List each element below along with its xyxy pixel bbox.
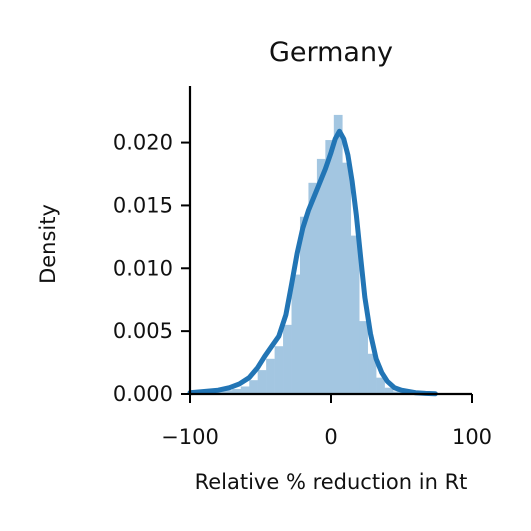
x-tick-label: 0	[324, 425, 337, 449]
histogram-bar	[274, 346, 284, 394]
histogram-bar	[223, 390, 233, 394]
y-tick-label: 0.000	[113, 382, 173, 406]
y-tick-label: 0.010	[113, 256, 173, 280]
histogram-bar	[283, 324, 292, 394]
x-axis-label: Relative % reduction in Rt	[195, 470, 468, 494]
y-tick-label: 0.015	[113, 193, 173, 217]
histogram-bar	[291, 274, 301, 394]
y-tick-label: 0.005	[113, 319, 173, 343]
x-axis-ticks: −100 0 100	[161, 394, 492, 449]
histogram-bars	[190, 114, 436, 394]
histogram-bar	[342, 162, 352, 394]
histogram-bar	[376, 377, 385, 394]
histogram-bar	[384, 387, 394, 394]
chart-title: Germany	[269, 37, 393, 68]
y-axis-label: Density	[36, 204, 60, 284]
histogram-bar	[266, 358, 275, 394]
histogram-bar	[249, 380, 258, 394]
histogram-bar	[215, 391, 225, 394]
histogram-bar	[257, 370, 267, 394]
y-tick-label: 0.020	[113, 131, 173, 155]
histogram-bar	[367, 353, 377, 394]
histogram-bar	[299, 216, 309, 394]
histogram-bar	[308, 182, 318, 394]
y-axis-ticks: 0.000 0.005 0.010 0.015 0.020	[113, 131, 190, 406]
histogram-bar	[350, 235, 360, 394]
histogram-bar	[232, 388, 242, 394]
histogram-bar	[316, 158, 326, 394]
histogram-bar	[240, 386, 250, 394]
histogram-bar	[393, 391, 402, 394]
histogram-bar	[333, 114, 343, 394]
x-tick-label: −100	[161, 425, 219, 449]
histogram-bar	[359, 321, 368, 394]
histogram-bar	[325, 140, 335, 394]
x-tick-label: 100	[452, 425, 492, 449]
kde-curve	[187, 128, 438, 397]
